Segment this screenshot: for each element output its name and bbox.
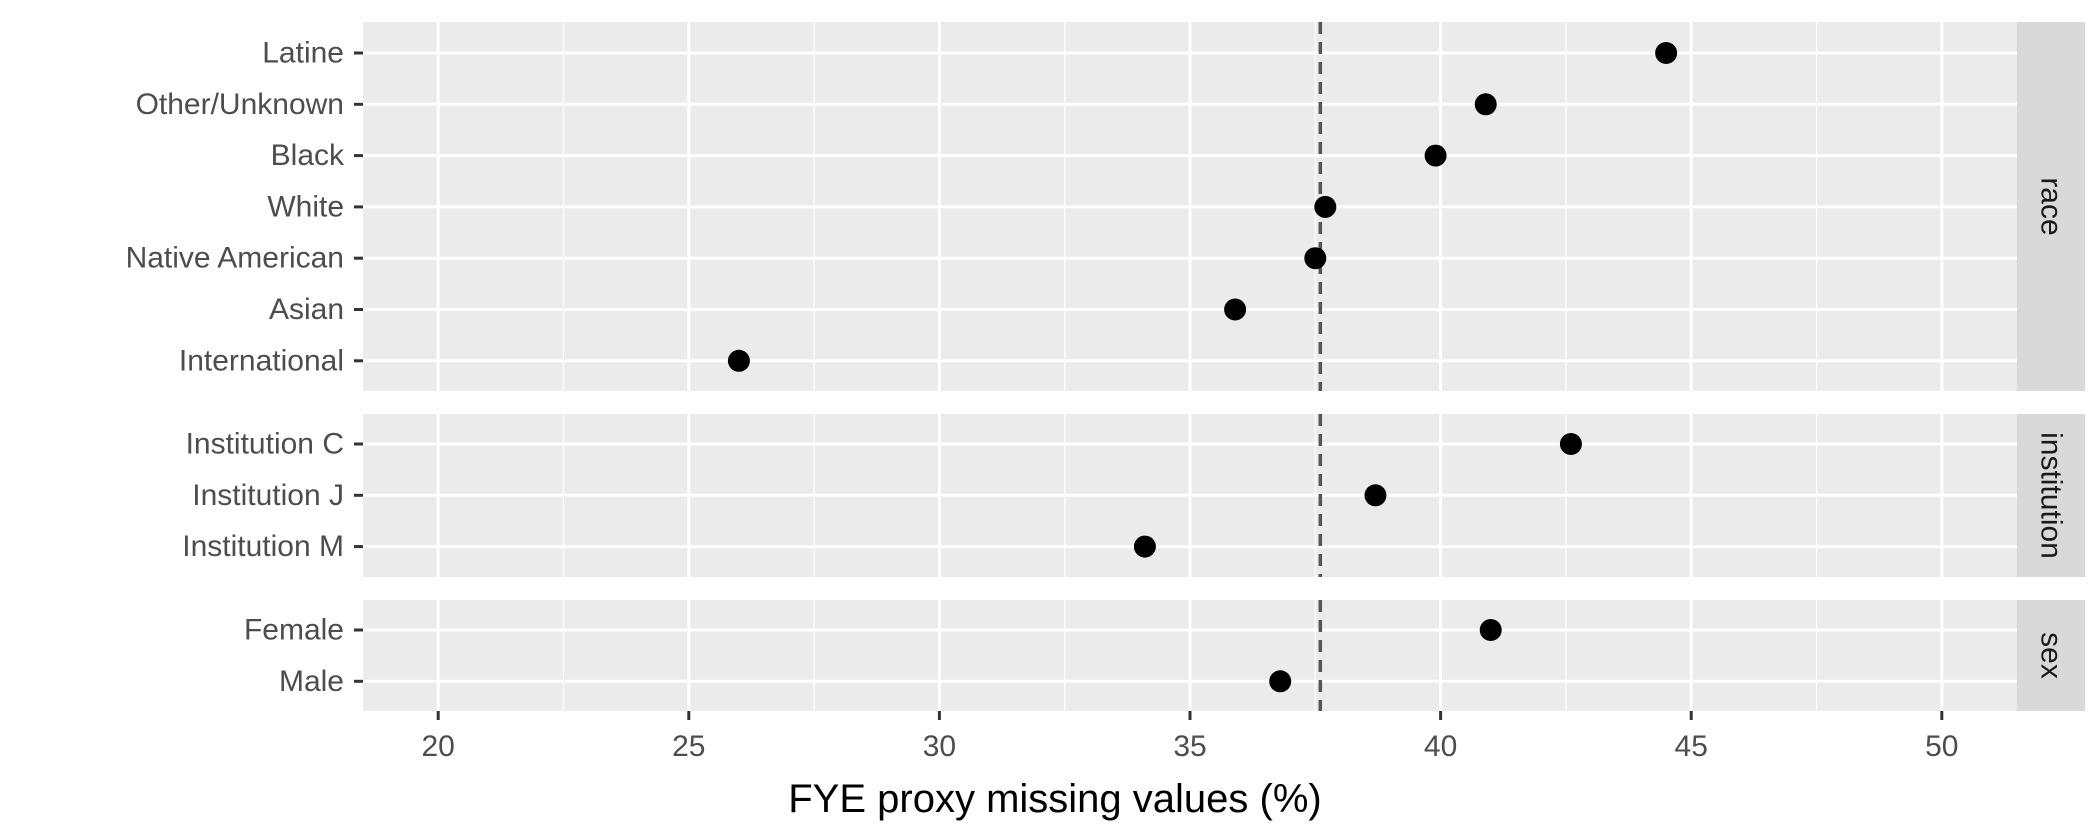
facet-race: race Latine Other/Unknown Black White Native … [126, 22, 2085, 391]
facet-sex: sex Female Male [244, 600, 2085, 711]
facet-strip-label: race [2035, 177, 2068, 235]
y-tick-label: Institution C [186, 428, 344, 461]
x-tick-label: 30 [923, 730, 956, 763]
facet-strip [2017, 414, 2085, 577]
data-point [1364, 484, 1387, 507]
y-tick-label: Institution J [192, 479, 344, 512]
y-tick-label: Latine [262, 37, 344, 70]
y-tick-label: Black [271, 139, 345, 172]
x-tick-label: 35 [1173, 730, 1206, 763]
data-point [1133, 535, 1156, 558]
x-tick-label: 25 [672, 730, 705, 763]
y-tick-label: Female [244, 614, 344, 647]
y-tick-label: Institution M [182, 530, 344, 563]
y-tick-label: Male [279, 665, 344, 698]
y-tick-label: Asian [269, 293, 344, 326]
facet-strip [2017, 22, 2085, 391]
data-point [1314, 195, 1337, 218]
data-point [1424, 144, 1447, 167]
data-point [727, 349, 750, 372]
data-point [1224, 298, 1247, 321]
data-point [1474, 93, 1497, 116]
y-tick-label: International [179, 344, 344, 377]
x-axis-title: FYE proxy missing values (%) [788, 777, 1321, 821]
data-point [1269, 670, 1292, 693]
facet-strip-label: sex [2035, 632, 2068, 679]
x-tick-label: 40 [1424, 730, 1457, 763]
y-tick-label: White [267, 190, 344, 223]
data-point [1559, 433, 1582, 455]
x-tick-label: 45 [1675, 730, 1708, 763]
facet-panels: race Latine Other/Unknown Black White Native … [126, 22, 2085, 711]
x-axis: 20 25 30 35 40 45 50 [421, 711, 1959, 763]
x-tick-label: 50 [1925, 730, 1958, 763]
y-tick-label: Other/Unknown [136, 88, 344, 121]
facet-strip [2017, 600, 2085, 711]
data-point [1304, 247, 1327, 270]
y-tick-label: Native American [126, 242, 344, 275]
facet-institution: institution Institution C Institution J Ins… [182, 414, 2085, 577]
x-tick-label: 20 [421, 730, 454, 763]
facet-strip-label: institution [2035, 432, 2068, 559]
data-point [1479, 619, 1502, 641]
data-point [1655, 42, 1678, 64]
